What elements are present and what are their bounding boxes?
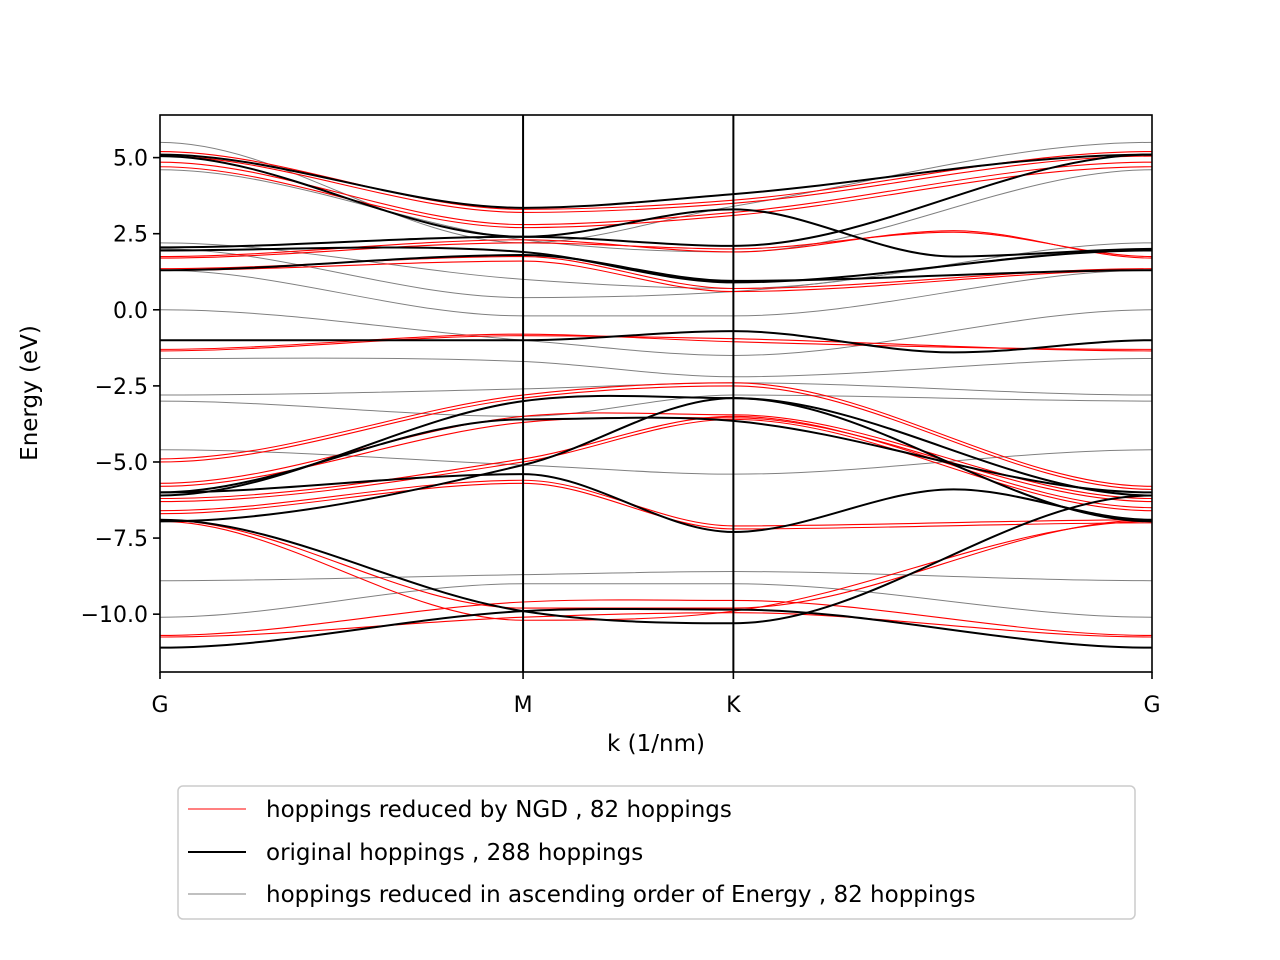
series-1-band-4	[160, 254, 1152, 282]
y-tick-label-0: 5.0	[113, 147, 148, 172]
series-2-band-2	[160, 242, 1152, 289]
series-1-band-0	[160, 153, 1152, 209]
series-1-band-9	[160, 473, 1152, 533]
series-1	[160, 153, 1152, 649]
plot-frame	[159, 114, 1153, 673]
legend-label-0: hoppings reduced by NGD , 82 hoppings	[266, 797, 732, 823]
series-1-band-7	[160, 416, 1152, 494]
series-0-band-10	[160, 382, 1152, 487]
series-0-band-8	[160, 333, 1152, 350]
series-2-band-0	[160, 141, 1152, 244]
series-2-band-6	[160, 357, 1152, 378]
series-2-band-1	[160, 169, 1152, 253]
series-1-band-11	[160, 607, 1152, 649]
y-axis-label: Energy (eV)	[17, 325, 43, 461]
series-0-band-21	[160, 520, 1152, 621]
x-axis-label: k (1/nm)	[607, 731, 705, 757]
series-0-band-2	[160, 161, 1152, 226]
series-0-band-3	[160, 166, 1152, 229]
series-1-band-5	[160, 330, 1152, 354]
series-0-band-12	[160, 412, 1152, 500]
series-2-band-4	[160, 269, 1152, 317]
series-1-band-2	[160, 153, 1152, 249]
series-2-band-5	[160, 309, 1152, 356]
series-0-band-5	[160, 231, 1152, 259]
y-tick-label-4: −5.0	[95, 451, 148, 476]
series-2-band-9	[160, 449, 1152, 475]
x-tick-label-0: G	[151, 693, 168, 718]
series-0-band-17	[160, 482, 1152, 530]
y-axis-ticks: 5.0 2.5 0.0 −2.5 −5.0 −7.5 −10.0	[81, 147, 160, 628]
legend: hoppings reduced by NGD , 82 hoppings ori…	[177, 785, 1136, 920]
y-tick-label-1: 2.5	[113, 223, 148, 248]
series-0-band-19	[160, 612, 1152, 638]
series-1-band-10	[160, 494, 1152, 625]
x-tick-label-2: K	[726, 693, 741, 718]
series-0-band-9	[160, 335, 1152, 352]
series-0-band-18	[160, 599, 1152, 637]
series-0-band-11	[160, 385, 1152, 490]
y-tick-label-3: −2.5	[95, 375, 148, 400]
series-2	[160, 141, 1152, 618]
x-tick-label-1: M	[514, 693, 533, 718]
bands-layer	[160, 141, 1152, 649]
y-tick-label-6: −10.0	[81, 603, 148, 628]
series-0-band-1	[160, 155, 1152, 213]
series-2-band-8	[160, 394, 1152, 417]
y-tick-label-2: 0.0	[113, 299, 148, 324]
y-tick-label-5: −7.5	[95, 527, 148, 552]
legend-label-1: original hoppings , 288 hoppings	[266, 840, 643, 866]
x-tick-label-3: G	[1143, 693, 1160, 718]
series-1-band-3	[160, 246, 1152, 284]
series-1-band-8	[160, 397, 1152, 523]
legend-frame	[177, 785, 1136, 920]
series-2-band-11	[160, 583, 1152, 618]
series-1-band-1	[160, 155, 1152, 258]
series-2-band-10	[160, 571, 1152, 582]
legend-label-2: hoppings reduced in ascending order of E…	[266, 882, 975, 908]
high-symmetry-lines	[522, 115, 735, 672]
series-0-band-15	[160, 418, 1152, 512]
series-0-band-7	[160, 260, 1152, 293]
